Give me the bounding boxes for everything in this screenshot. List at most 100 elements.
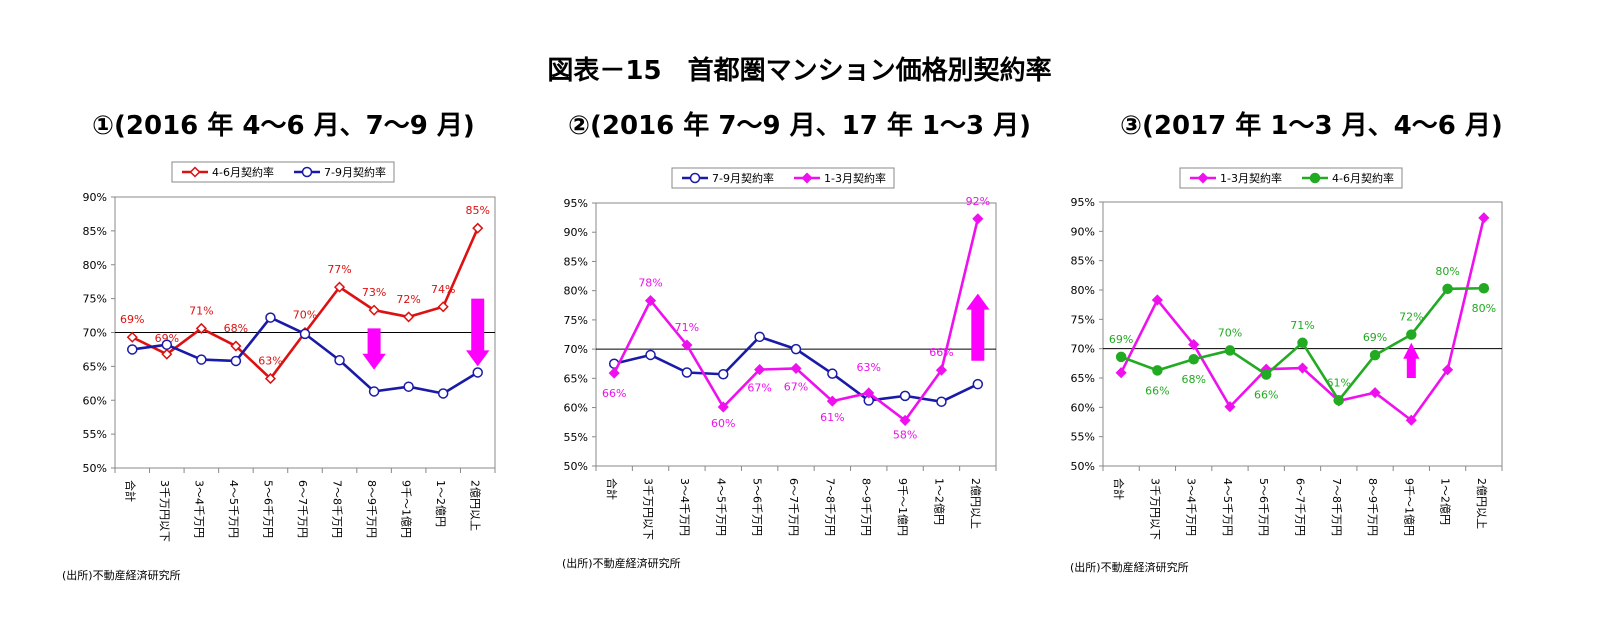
data-label: 68% [224, 322, 248, 335]
data-label: 67% [784, 380, 808, 393]
data-point [1478, 282, 1490, 294]
data-point [1478, 212, 1490, 224]
legend-marker [1197, 172, 1209, 184]
x-category-label: 9千～1億円 [1402, 478, 1415, 536]
data-point [334, 355, 345, 366]
x-category-label: 4～5千万円 [1221, 478, 1234, 536]
y-tick-label: 50% [1071, 460, 1095, 473]
data-point [1224, 401, 1236, 413]
x-category-label: 8～9千万円 [1366, 478, 1379, 536]
series-1 [1115, 212, 1490, 426]
line-chart-3: 50% 55% 60% 65% 70% 75% 80% 85% 90% 95% 合計 3千万円以下 3～… [1070, 167, 1503, 574]
y-tick-label: 75% [83, 293, 107, 306]
legend-marker [189, 166, 201, 178]
x-category-label: 3～4千万円 [678, 478, 691, 536]
data-point [972, 213, 984, 225]
data-point [790, 343, 802, 355]
data-point [718, 368, 729, 380]
data-point [472, 222, 484, 234]
data-point [899, 414, 911, 426]
legend-marker [689, 172, 701, 184]
data-point [936, 396, 947, 407]
legend-label: 7-9月契約率 [324, 165, 386, 179]
data-label: 68% [1181, 373, 1205, 386]
data-label: 63% [857, 361, 881, 374]
x-category-label: 5～6千万円 [1257, 478, 1270, 536]
legend-box [171, 161, 395, 183]
y-tick-label: 65% [1071, 372, 1095, 385]
data-point [899, 390, 911, 402]
data-point [1260, 369, 1272, 380]
data-label: 66% [929, 346, 953, 359]
line-chart-1: 50% 55% 60% 65% 70% 75% 80% 85% 90% 合計 3千万円以下 3～4千万… [62, 161, 496, 582]
data-label: 70% [293, 309, 317, 322]
x-category-label: 3千万円以下 [642, 478, 655, 540]
chart-3-subtitle: ③(2017 年 1～3 月、4～6 月) [1120, 111, 1503, 141]
y-tick-label: 70% [1071, 343, 1095, 356]
data-label: 78% [638, 277, 662, 290]
y-tick-label: 75% [564, 314, 588, 327]
legend: 4-6月契約率 7-9月契約率 [171, 161, 395, 183]
data-point [1442, 283, 1453, 295]
data-label: 80% [1472, 302, 1496, 315]
data-label: 72% [1399, 311, 1423, 324]
legend: 7-9月契約率 1-3月契約率 [671, 167, 895, 189]
data-point [1405, 414, 1417, 426]
data-point [472, 367, 483, 378]
x-category-label: 5～6千万円 [261, 480, 274, 538]
data-label: 80% [1435, 265, 1459, 278]
y-tick-label: 80% [83, 259, 107, 272]
x-category-label: 6～7千万円 [296, 480, 309, 538]
y-tick-label: 95% [564, 197, 588, 210]
data-label: 73% [362, 286, 386, 299]
x-category-label: 合計 [605, 478, 619, 500]
data-point [1224, 345, 1236, 356]
data-label: 71% [1290, 319, 1314, 332]
x-category-label: 合計 [1112, 478, 1126, 500]
series-line [131, 227, 479, 380]
y-tick-label: 80% [564, 285, 588, 298]
series-2: 69% 66% 68% 70% 66% 71% 61% 69% 72% 80% 80% [1109, 265, 1496, 406]
x-category-label: 8～9千万円 [860, 478, 873, 536]
up-arrow [1403, 342, 1420, 378]
data-label: 72% [396, 293, 420, 306]
data-point [196, 354, 207, 365]
x-category-label: 3千万円以下 [1148, 478, 1161, 540]
data-label: 85% [466, 204, 490, 217]
data-point [195, 322, 207, 334]
data-point [681, 339, 693, 351]
x-category-label: 7～8千万円 [331, 480, 344, 538]
y-tick-label: 50% [83, 462, 107, 475]
y-tick-label: 60% [564, 402, 588, 415]
legend-label: 7-9月契約率 [712, 171, 774, 185]
x-category-label: 9千～1億円 [400, 480, 413, 538]
y-tick-label: 65% [564, 372, 588, 385]
source-note: (出所)不動産経済研究所 [62, 568, 181, 582]
data-label: 69% [155, 332, 179, 345]
y-tick-label: 90% [83, 191, 107, 204]
y-tick-label: 60% [1071, 401, 1095, 414]
x-category-label: 3千万円以下 [158, 480, 171, 542]
data-point [827, 368, 838, 379]
data-label: 92% [966, 195, 990, 208]
data-label: 69% [120, 313, 144, 326]
x-category-label: 1～2億円 [1439, 478, 1452, 525]
legend-marker [301, 166, 313, 178]
x-category-label: 9千～1億円 [896, 478, 909, 536]
x-category-label: 2億円以上 [1475, 478, 1488, 529]
data-point [368, 386, 380, 397]
chart-2-subtitle: ②(2016 年 7～9 月、17 年 1～3 月) [568, 111, 1031, 141]
line-chart-2: 50% 55% 60% 65% 70% 75% 80% 85% 90% 95% 合計 3千万円以下 3～… [562, 167, 997, 570]
y-tick-label: 85% [83, 225, 107, 238]
data-point [161, 348, 173, 360]
data-label: 66% [1254, 388, 1278, 401]
series-1: 69% 69% 71% 68% 63% 70% 77% 73% 72% 74% 85% [120, 204, 490, 385]
data-label: 63% [258, 355, 282, 368]
data-label: 70% [1218, 326, 1242, 339]
legend-label: 1-3月契約率 [824, 171, 886, 185]
data-point [333, 281, 346, 293]
x-category-label: 2億円以上 [969, 478, 982, 529]
data-point [230, 355, 242, 367]
y-tick-label: 70% [83, 327, 107, 340]
data-point [1188, 353, 1199, 365]
